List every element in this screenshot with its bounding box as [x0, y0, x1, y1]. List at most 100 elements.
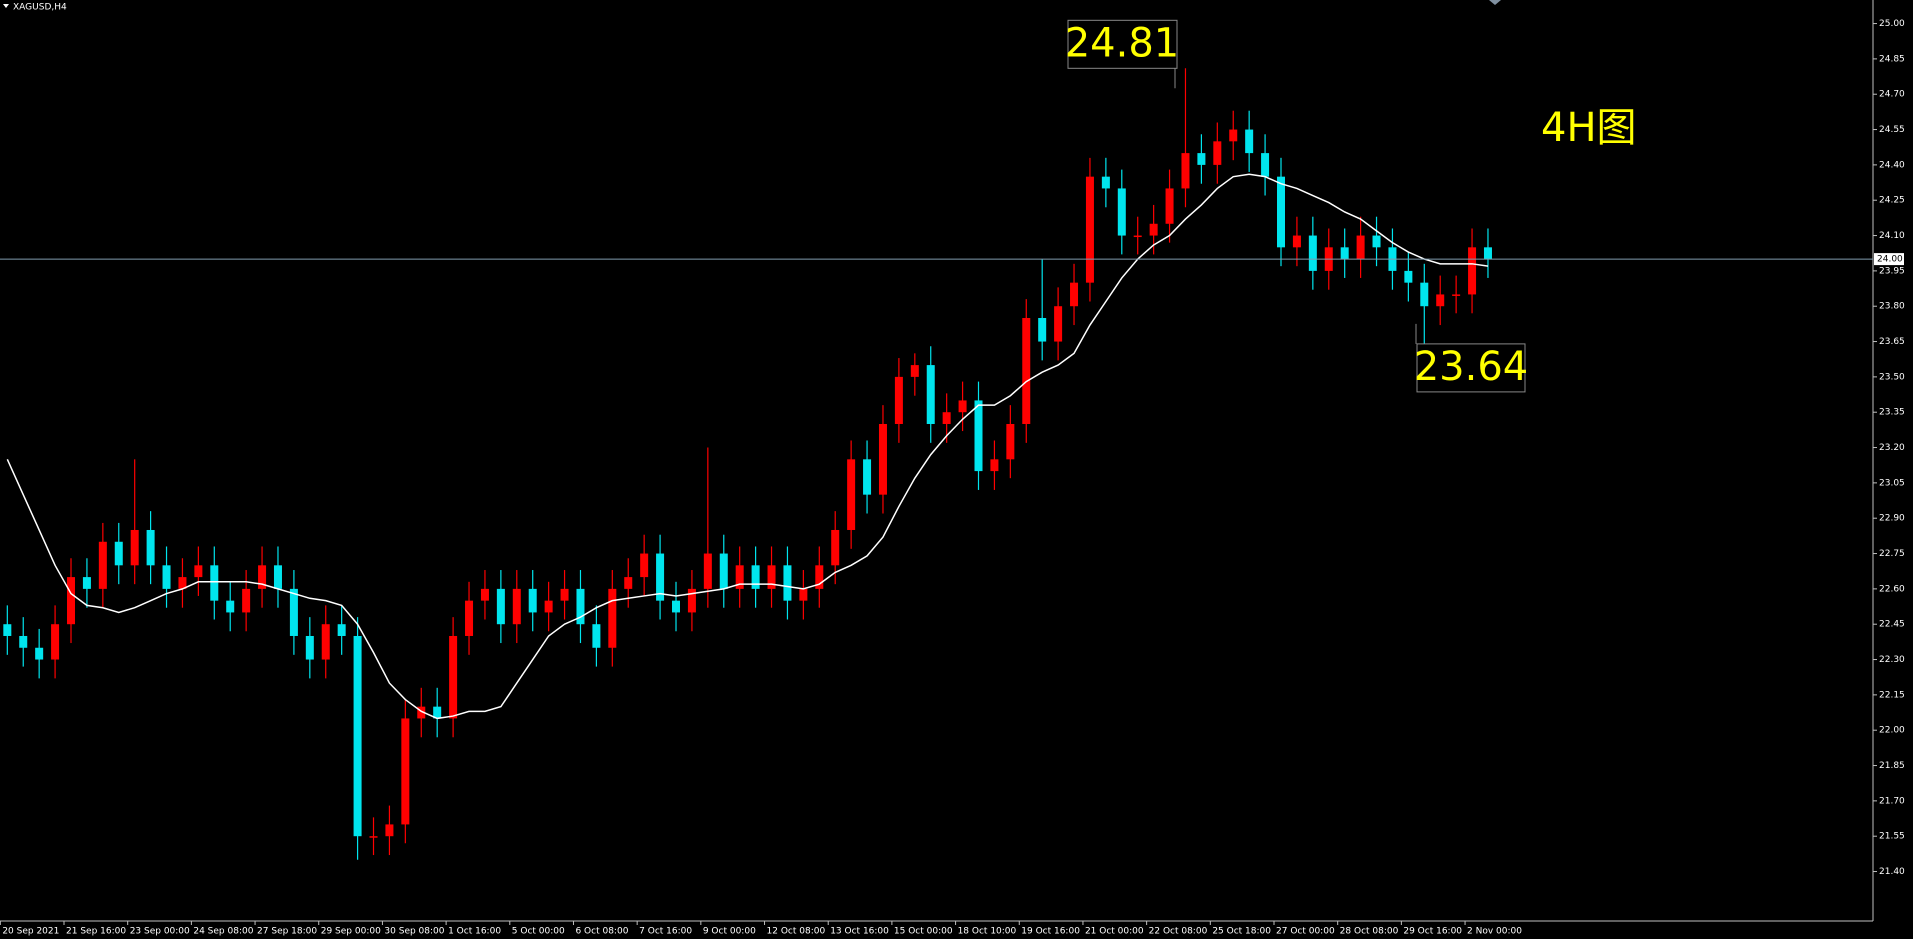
candle-body: [417, 706, 426, 719]
candle-body: [560, 588, 569, 601]
candle-body: [1372, 235, 1381, 248]
candle-body: [353, 635, 362, 837]
candle-body: [1420, 282, 1429, 307]
candle-body: [1149, 223, 1158, 236]
x-tick-label: 13 Oct 16:00: [830, 927, 889, 937]
candle-body: [894, 376, 903, 424]
candle-body: [974, 400, 983, 472]
symbol-menu-icon[interactable]: [3, 4, 9, 8]
x-tick-label: 2 Nov 00:00: [1467, 927, 1522, 937]
y-tick-label: 22.30: [1879, 655, 1905, 665]
candle-body: [1085, 176, 1094, 283]
candle-body: [1340, 247, 1349, 260]
candle-body: [1101, 176, 1110, 189]
candle-body: [958, 400, 967, 413]
x-tick-label: 23 Sep 00:00: [130, 927, 190, 937]
candle-body: [496, 588, 505, 625]
candle-body: [3, 624, 12, 636]
current-price-tag: [1874, 253, 1904, 266]
candle-body: [401, 718, 410, 825]
candle-body: [990, 459, 999, 472]
candle-body: [433, 706, 442, 719]
candle-body: [130, 529, 139, 566]
candle-body: [162, 565, 171, 589]
candle-body: [305, 635, 314, 660]
candle-body: [449, 635, 458, 719]
candle-body: [512, 588, 521, 625]
candle-body: [1038, 317, 1047, 342]
candle-body: [687, 588, 696, 613]
candle-body: [1452, 294, 1461, 296]
candle-body: [178, 577, 187, 589]
candle-body: [258, 565, 267, 589]
candle-body: [592, 624, 601, 648]
candle-body: [1483, 247, 1492, 260]
candle-body: [210, 565, 219, 601]
x-tick-label: 29 Oct 16:00: [1403, 927, 1462, 937]
y-tick-label: 23.20: [1879, 443, 1905, 453]
candle-body: [751, 565, 760, 589]
candle-body: [863, 459, 872, 495]
candle-body: [735, 565, 744, 589]
candle-body: [847, 459, 856, 530]
y-tick-label: 22.60: [1879, 584, 1905, 594]
candle-body: [1404, 270, 1413, 283]
candle-body: [1292, 235, 1301, 248]
x-tick-label: 1 Oct 16:00: [448, 927, 501, 937]
candle-body: [608, 588, 617, 648]
x-tick-label: 21 Oct 00:00: [1085, 927, 1144, 937]
y-tick-label: 24.25: [1879, 196, 1905, 206]
candle-body: [369, 836, 378, 838]
moving-average: [6, 173, 1489, 720]
candle-body: [767, 565, 776, 589]
y-tick-label: 23.95: [1879, 266, 1905, 276]
candle-body: [67, 577, 76, 625]
x-tick-label: 15 Oct 00:00: [894, 927, 953, 937]
x-tick-label: 5 Oct 00:00: [512, 927, 565, 937]
candle-body: [1261, 153, 1270, 177]
x-tick-label: 27 Sep 18:00: [257, 927, 317, 937]
candle-body: [321, 624, 330, 660]
x-tick-label: 6 Oct 08:00: [575, 927, 628, 937]
high-label: 24.81: [1065, 20, 1180, 66]
x-tick-label: 18 Oct 10:00: [958, 927, 1017, 937]
x-tick-label: 19 Oct 16:00: [1021, 927, 1080, 937]
candle-body: [1022, 317, 1031, 424]
x-tick-label: 28 Oct 08:00: [1340, 927, 1399, 937]
y-tick-label: 25.00: [1879, 19, 1905, 29]
candle-body: [1133, 235, 1142, 238]
current-price-label: 24.00: [1877, 255, 1903, 265]
candle-body: [1468, 247, 1477, 295]
candle-body: [289, 588, 298, 636]
x-tick-label: 25 Oct 18:00: [1212, 927, 1271, 937]
candle-body: [337, 624, 346, 636]
candle-body: [640, 553, 649, 578]
candle-body: [1245, 129, 1254, 154]
y-tick-label: 22.00: [1879, 726, 1905, 736]
candle-body: [226, 600, 235, 613]
candle-body: [831, 529, 840, 566]
candle-body: [942, 412, 951, 424]
y-tick-label: 22.45: [1879, 620, 1905, 630]
y-tick-label: 21.55: [1879, 832, 1905, 842]
candle-body: [783, 565, 792, 601]
low-label-box: [1416, 343, 1526, 393]
candle-body: [1356, 235, 1365, 260]
candle-body: [1070, 282, 1079, 307]
y-tick-label: 21.40: [1879, 867, 1905, 877]
y-tick-label: 24.40: [1879, 160, 1905, 170]
candle-body: [114, 541, 123, 566]
y-tick-label: 22.75: [1879, 549, 1905, 559]
candle-body: [19, 635, 28, 648]
candle-body: [624, 577, 633, 589]
y-tick-label: 22.90: [1879, 514, 1905, 524]
x-tick-label: 22 Oct 08:00: [1149, 927, 1208, 937]
candle-body: [35, 647, 44, 660]
timeframe-annotation: 4H图: [1541, 105, 1637, 151]
candle-body: [1436, 294, 1445, 307]
candle-body: [146, 529, 155, 566]
y-tick-label: 21.85: [1879, 761, 1905, 771]
candle-body: [51, 624, 60, 660]
